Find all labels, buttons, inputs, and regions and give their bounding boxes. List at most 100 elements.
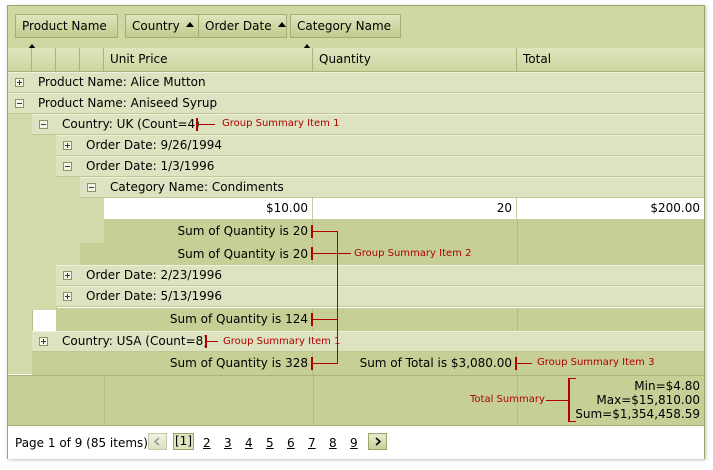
group-row-order-date[interactable]: Order Date: 9/26/1994	[56, 135, 704, 156]
group-footer-row: Sum of Quantity is 20	[104, 220, 704, 243]
column-header-total[interactable]: Total	[517, 48, 704, 72]
annotation-line	[568, 378, 576, 379]
annotation-group-summary-item-1: Group Summary Item 1	[222, 118, 340, 129]
next-page-button[interactable]	[368, 433, 387, 450]
group-footer-row: Sum of Quantity is 20	[80, 243, 704, 265]
sort-ascending-icon	[277, 22, 286, 27]
group-row-label: Product Name: Aniseed Syrup	[38, 96, 218, 110]
group-summary-quantity: Sum of Quantity is 328	[32, 352, 313, 375]
expand-icon[interactable]	[15, 78, 24, 87]
group-summary-quantity: Sum of Quantity is 20	[80, 243, 313, 265]
indent-cell	[80, 198, 105, 243]
sort-ascending-icon	[185, 22, 194, 27]
divider	[313, 376, 314, 426]
group-row-order-date[interactable]: Order Date: 5/13/1996	[56, 286, 704, 307]
sort-ascending-icon	[28, 44, 36, 49]
annotation-line	[337, 231, 338, 364]
annotation-line	[196, 124, 215, 125]
page-link-6[interactable]: 6	[287, 436, 295, 450]
annotation-line	[568, 378, 570, 422]
indent-header	[32, 48, 56, 72]
group-row-label: Country: USA (Count=8)	[62, 334, 208, 348]
group-summary-total: Sum of Total is $3,080.00	[313, 352, 517, 375]
annotation-line	[311, 253, 351, 254]
annotation-group-summary-item-1: Group Summary Item 1	[223, 336, 341, 347]
group-button-product-name[interactable]: Product Name	[15, 14, 118, 49]
divider	[517, 220, 518, 243]
expand-icon[interactable]	[63, 271, 72, 280]
annotation-line	[311, 319, 338, 320]
data-row[interactable]: $10.00 20 $200.00	[104, 198, 704, 220]
sort-ascending-icon	[303, 44, 311, 49]
annotation-line	[311, 363, 338, 364]
group-row-label: Order Date: 5/13/1996	[86, 289, 222, 303]
annotation-group-summary-item-2: Group Summary Item 2	[354, 248, 472, 259]
collapse-icon[interactable]	[87, 183, 96, 192]
collapse-icon[interactable]	[15, 99, 24, 108]
page-link-2[interactable]: 2	[203, 436, 211, 450]
data-grid: Product Name Country Order Date Category…	[7, 5, 705, 459]
collapse-icon[interactable]	[63, 162, 72, 171]
group-row-label: Category Name: Condiments	[110, 180, 284, 194]
group-row-category[interactable]: Category Name: Condiments	[80, 177, 704, 198]
divider	[517, 376, 518, 426]
group-row-label: Country: UK (Count=4)	[62, 117, 200, 131]
indent-cell	[8, 114, 33, 374]
indent-header	[56, 48, 80, 72]
group-summary-quantity: Sum of Quantity is 124	[56, 308, 313, 331]
group-button-label: Category Name	[297, 19, 392, 33]
divider	[517, 308, 518, 331]
chevron-left-icon	[153, 437, 160, 446]
group-button-label: Order Date	[205, 19, 272, 33]
annotation-line	[568, 421, 576, 422]
expand-icon[interactable]	[39, 337, 48, 346]
annotation-line	[515, 363, 532, 364]
group-row-product[interactable]: Product Name: Aniseed Syrup	[8, 93, 704, 114]
indent-header	[8, 48, 32, 72]
total-summary-min: Min=$4.80	[634, 379, 700, 393]
page-link-5[interactable]: 5	[266, 436, 274, 450]
page-link-8[interactable]: 8	[329, 436, 337, 450]
group-button-label: Product Name	[22, 19, 107, 33]
page-link-9[interactable]: 9	[350, 436, 358, 450]
total-summary-max: Max=$15,810.00	[596, 393, 700, 407]
group-summary-quantity: Sum of Quantity is 20	[104, 220, 313, 243]
cell-unit-price[interactable]: $10.00	[104, 198, 313, 219]
group-row-label: Product Name: Alice Mutton	[38, 75, 206, 89]
page-link-7[interactable]: 7	[308, 436, 316, 450]
group-row-label: Order Date: 1/3/1996	[86, 159, 215, 173]
current-page: [1]	[173, 433, 194, 450]
group-footer-row: Sum of Quantity is 328 Sum of Total is $…	[32, 352, 704, 375]
annotation-group-summary-item-3: Group Summary Item 3	[537, 357, 655, 368]
cell-total[interactable]: $200.00	[650, 201, 700, 215]
group-row-order-date[interactable]: Order Date: 2/23/1996	[56, 265, 704, 286]
group-row-product[interactable]: Product Name: Alice Mutton	[8, 72, 704, 93]
divider	[517, 243, 518, 265]
indent-header	[80, 48, 104, 72]
group-button-country[interactable]: Country	[125, 14, 201, 38]
group-row-label: Order Date: 9/26/1994	[86, 138, 222, 152]
group-button-category-name[interactable]: Category Name	[290, 14, 401, 49]
group-row-order-date[interactable]: Order Date: 1/3/1996	[56, 156, 704, 177]
group-panel: Product Name Country Order Date Category…	[8, 6, 704, 49]
pager-info: Page 1 of 9 (85 items)	[15, 436, 148, 450]
group-row-country[interactable]: Country: USA (Count=8)	[32, 331, 704, 352]
expand-icon[interactable]	[63, 141, 72, 150]
cell-quantity[interactable]: 20	[313, 198, 517, 219]
column-header-unit-price[interactable]: Unit Price	[104, 48, 313, 72]
indent-cell	[56, 177, 81, 265]
group-row-country[interactable]: Country: UK (Count=4)	[32, 114, 704, 135]
annotation-line	[205, 341, 218, 342]
divider	[104, 376, 105, 426]
total-footer-row: Min=$4.80 Max=$15,810.00 Sum=$1,354,458.…	[8, 375, 704, 426]
chevron-right-icon	[375, 437, 382, 446]
page-link-3[interactable]: 3	[224, 436, 232, 450]
group-button-order-date[interactable]: Order Date	[198, 14, 287, 38]
page-link-4[interactable]: 4	[245, 436, 253, 450]
column-header-quantity[interactable]: Quantity	[313, 48, 517, 72]
indent-cell	[32, 135, 57, 310]
annotation-line	[546, 400, 568, 401]
collapse-icon[interactable]	[39, 120, 48, 129]
prev-page-button[interactable]	[148, 433, 167, 450]
expand-icon[interactable]	[63, 292, 72, 301]
